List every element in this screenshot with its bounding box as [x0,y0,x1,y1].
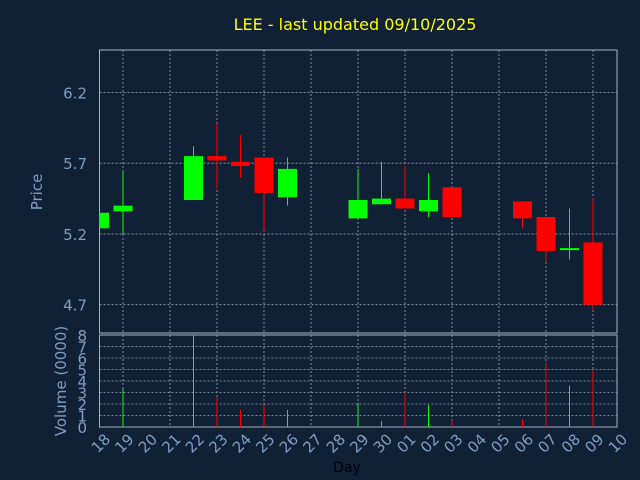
day-tick-label: 06 [511,430,537,456]
candle-body [536,216,556,251]
candle-body [184,156,203,200]
price-tick-label: 5.7 [63,155,87,173]
day-tick-label: 22 [182,430,208,456]
day-tick-label: 09 [581,430,607,456]
candle-body [348,199,368,219]
day-tick-label: 25 [252,430,278,456]
volume-tick-label: 7 [77,339,87,357]
candle-body [207,156,227,161]
day-tick-label: 18 [88,430,114,456]
candle-body [278,168,297,198]
candle-body [231,161,250,167]
day-tick-label: 28 [323,430,349,456]
candle-body [560,248,579,251]
day-tick-label: 29 [346,430,372,456]
candle-body [254,157,274,193]
volume-tick-label: 5 [77,362,87,380]
candle-body [395,198,415,209]
x-axis: 1819202122232425262728293001020304050607… [88,430,631,456]
candle-body [583,242,603,305]
volume-tick-label: 3 [77,385,87,403]
day-tick-label: 07 [534,430,560,456]
day-tick-label: 04 [464,430,490,456]
price-tick-label: 5.2 [63,226,87,244]
volume-tick-label: 4 [77,373,87,391]
day-tick-label: 23 [205,430,231,456]
day-tick-label: 21 [158,430,184,456]
day-tick-label: 26 [276,430,302,456]
candle-body [513,201,532,219]
price-panel: 4.7 5.2 5.7 6.2 [63,49,618,334]
day-tick-label: 30 [370,430,396,456]
candle-body [113,205,133,212]
price-axis-label: Price [28,174,46,211]
volume-tick-label: 1 [77,408,87,426]
day-tick-label: 20 [135,430,161,456]
day-tick-label: 24 [229,430,255,456]
day-tick-label: 10 [605,430,631,456]
volume-tick-label: 8 [77,327,87,345]
day-axis-label: Day [333,460,361,476]
volume-tick-label: 6 [77,350,87,368]
volume-tick-label: 0 [77,419,87,437]
day-tick-label: 19 [111,430,137,456]
price-tick-label: 6.2 [63,84,87,102]
chart-title: LEE - last updated 09/10/2025 [234,15,477,34]
volume-tick-label: 2 [77,396,87,414]
price-tick-label: 4.7 [63,297,87,315]
day-tick-label: 08 [558,430,584,456]
day-tick-label: 01 [393,430,419,456]
candle-body [442,187,462,217]
candle-body [99,212,109,229]
day-tick-label: 05 [487,430,513,456]
volume-axis-label: Volume (0000) [52,326,70,436]
day-tick-label: 02 [417,430,443,456]
day-tick-label: 03 [440,430,466,456]
candle-body [419,199,438,212]
candle-body [372,198,391,205]
day-tick-label: 27 [299,430,325,456]
